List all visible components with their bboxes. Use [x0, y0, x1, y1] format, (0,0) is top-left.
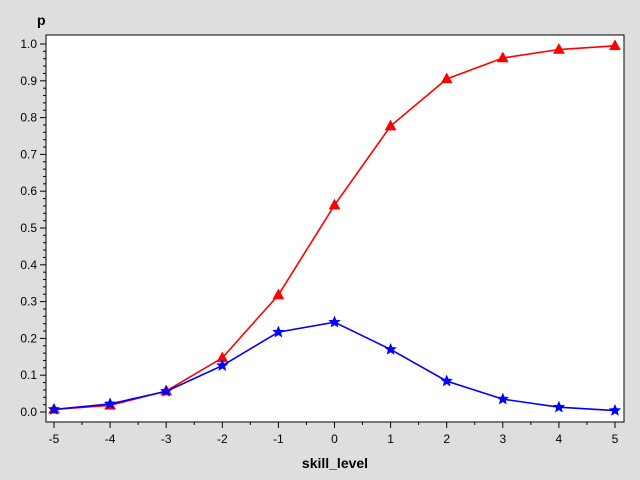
- plot-area: [45, 34, 625, 423]
- y-tick-label: 0.8: [20, 111, 37, 125]
- data-point-triangle: [496, 51, 509, 63]
- y-axis: 0.0 0.1 0.2 0.3 0.4 0.5 0.6 0.7 0.8 0.9 1.0: [20, 37, 46, 419]
- data-point-star: [215, 358, 229, 372]
- x-tick-label: 1: [387, 432, 394, 446]
- y-tick-label: 0.3: [20, 295, 37, 309]
- y-tick-label: 0.1: [20, 368, 37, 382]
- x-tick-label: 2: [443, 432, 450, 446]
- y-tick-label: 0.9: [20, 74, 37, 88]
- data-point-star: [159, 384, 173, 397]
- x-tick-label: -1: [273, 432, 284, 446]
- y-tick-label: 0.6: [20, 184, 37, 198]
- minor-ticks: [43, 50, 588, 425]
- data-point-star: [552, 400, 566, 413]
- x-axis-title: skill_level: [302, 455, 368, 471]
- data-point-triangle: [552, 43, 565, 54]
- x-tick-label: -2: [217, 432, 228, 446]
- data-point-triangle: [440, 72, 453, 84]
- x-tick-label: 0: [331, 432, 338, 446]
- y-tick-label: 0.5: [20, 221, 37, 235]
- data-point-triangle: [272, 288, 285, 300]
- data-point-star: [608, 403, 622, 416]
- x-tick-label: 3: [499, 432, 506, 446]
- x-tick-label: 4: [556, 432, 563, 446]
- x-axis: -5 -4 -3 -2 -1 0 1 2 3 4 5: [49, 422, 619, 446]
- series-layer: [47, 39, 622, 416]
- series-2: [47, 315, 622, 416]
- x-tick-label: 5: [612, 432, 619, 446]
- y-tick-label: 0.2: [20, 331, 37, 345]
- y-axis-title: p: [37, 12, 46, 28]
- y-tick-label: 1.0: [20, 37, 37, 51]
- data-point-triangle: [609, 39, 621, 51]
- data-point-star: [272, 325, 285, 338]
- data-point-star: [496, 392, 510, 405]
- x-tick-label: -4: [105, 432, 116, 446]
- data-point-star: [328, 315, 341, 328]
- data-point-star: [103, 397, 117, 410]
- data-point-star: [47, 402, 61, 415]
- y-tick-label: 0.4: [20, 258, 37, 272]
- data-point-star: [440, 374, 454, 387]
- data-point-triangle: [384, 119, 397, 131]
- data-point-star: [384, 342, 397, 355]
- x-tick-label: -5: [49, 432, 60, 446]
- y-tick-label: 0.7: [20, 147, 37, 161]
- y-tick-label: 0.0: [20, 405, 37, 419]
- data-point-triangle: [328, 198, 341, 210]
- x-tick-label: -3: [161, 432, 172, 446]
